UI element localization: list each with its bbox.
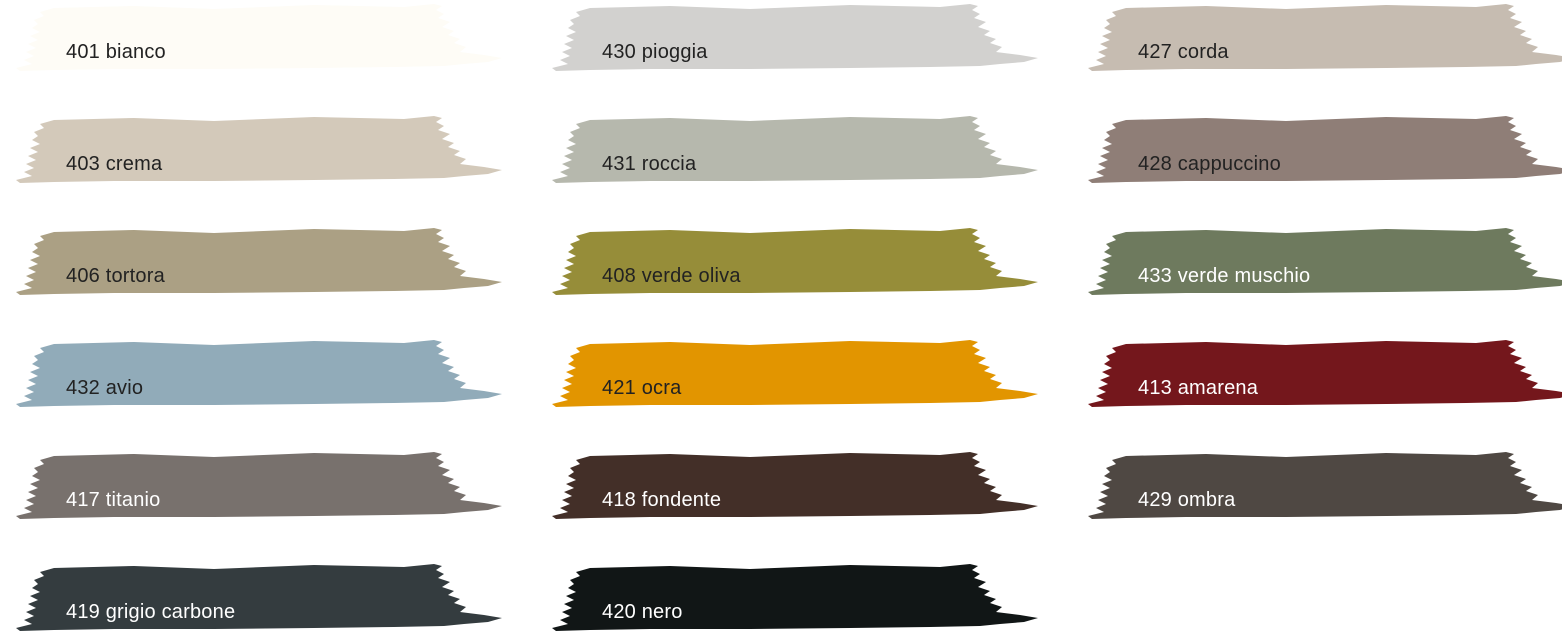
swatch-label: 427 corda (1138, 41, 1229, 63)
brush-stroke-fill (16, 564, 502, 631)
swatch-403-crema: 403 crema (14, 112, 514, 188)
swatch-433-verde-muschio: 433 verde muschio (1086, 224, 1562, 300)
brush-stroke-fill (16, 452, 502, 519)
brush-stroke (1088, 340, 1562, 407)
brush-stroke (16, 452, 502, 519)
swatch-label: 431 roccia (602, 153, 697, 175)
brush-stroke (16, 4, 502, 71)
swatch-label: 417 titanio (66, 489, 161, 511)
swatch-label: 401 bianco (66, 41, 166, 63)
brush-stroke (1088, 228, 1562, 295)
swatch-420-nero: 420 nero (550, 560, 1050, 636)
swatch-417-titanio: 417 titanio (14, 448, 514, 524)
brush-stroke (1088, 452, 1562, 519)
swatch-label: 421 ocra (602, 377, 682, 399)
brush-stroke-fill (552, 4, 1038, 71)
swatch-427-corda: 427 corda (1086, 0, 1562, 76)
swatch-429-ombra: 429 ombra (1086, 448, 1562, 524)
brush-stroke-fill (552, 116, 1038, 183)
brush-stroke (552, 340, 1038, 407)
swatch-413-amarena: 413 amarena (1086, 336, 1562, 412)
swatch-401-bianco: 401 bianco (14, 0, 514, 76)
swatch-label: 413 amarena (1138, 377, 1259, 399)
brush-stroke (552, 116, 1038, 183)
brush-stroke-fill (1088, 228, 1562, 295)
brush-stroke-fill (16, 4, 502, 71)
brush-stroke (1088, 4, 1562, 71)
brush-stroke-fill (16, 228, 502, 295)
brush-stroke (552, 4, 1038, 71)
brush-stroke (16, 116, 502, 183)
brush-stroke (552, 452, 1038, 519)
swatch-432-avio: 432 avio (14, 336, 514, 412)
swatch-label: 418 fondente (602, 489, 722, 511)
swatch-428-cappuccino: 428 cappuccino (1086, 112, 1562, 188)
swatch-421-ocra: 421 ocra (550, 336, 1050, 412)
swatch-408-verde-oliva: 408 verde oliva (550, 224, 1050, 300)
brush-stroke (552, 228, 1038, 295)
swatch-label: 428 cappuccino (1138, 153, 1281, 175)
brush-stroke-fill (1088, 452, 1562, 519)
brush-stroke-fill (1088, 116, 1562, 183)
brush-stroke-fill (1088, 4, 1562, 71)
swatch-label: 403 crema (66, 153, 163, 175)
brush-stroke (552, 564, 1038, 631)
brush-stroke (16, 228, 502, 295)
swatch-431-roccia: 431 roccia (550, 112, 1050, 188)
brush-stroke-fill (552, 340, 1038, 407)
swatch-419-grigio-carbone: 419 grigio carbone (14, 560, 514, 636)
brush-stroke-fill (16, 340, 502, 407)
brush-stroke-fill (552, 228, 1038, 295)
brush-stroke (16, 564, 502, 631)
swatch-label: 420 nero (602, 601, 683, 623)
swatch-430-pioggia: 430 pioggia (550, 0, 1050, 76)
swatch-418-fondente: 418 fondente (550, 448, 1050, 524)
swatch-label: 433 verde muschio (1138, 265, 1311, 287)
swatch-label: 430 pioggia (602, 41, 708, 63)
brush-stroke (16, 340, 502, 407)
brush-stroke-fill (1088, 340, 1562, 407)
swatch-label: 432 avio (66, 377, 144, 399)
swatch-label: 429 ombra (1138, 489, 1236, 511)
brush-stroke-fill (16, 116, 502, 183)
swatch-406-tortora: 406 tortora (14, 224, 514, 300)
swatch-label: 406 tortora (66, 265, 165, 287)
brush-stroke (1088, 116, 1562, 183)
brush-stroke-fill (552, 452, 1038, 519)
swatch-label: 419 grigio carbone (66, 601, 236, 623)
swatch-label: 408 verde oliva (602, 265, 741, 287)
brush-stroke-fill (552, 564, 1038, 631)
